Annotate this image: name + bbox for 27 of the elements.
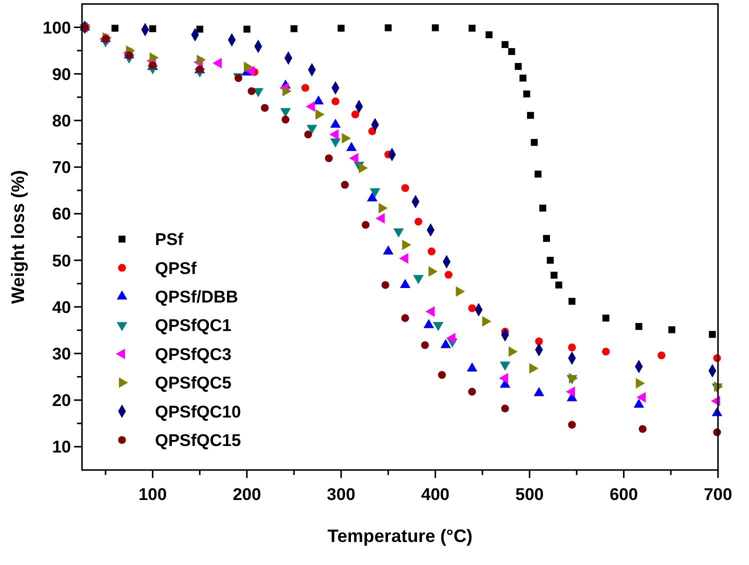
x-tick-label: 200 [232, 485, 262, 504]
legend-label: QPSfQC5 [155, 374, 232, 393]
y-tick-label: 20 [52, 391, 71, 410]
x-axis-title: Temperature (°C) [328, 526, 472, 546]
x-tick-label: 600 [610, 485, 638, 504]
y-tick-label: 50 [52, 251, 71, 270]
legend-label: QPSfQC1 [155, 316, 232, 336]
y-tick-label: 70 [52, 158, 71, 178]
legend-label: QPSfQC15 [155, 430, 241, 450]
x-tick-label: 700 [704, 485, 732, 504]
x-tick-label: 500 [515, 485, 544, 504]
y-tick-label: 10 [52, 438, 71, 457]
y-tick-label: 30 [52, 344, 71, 364]
y-tick-label: 80 [52, 111, 71, 130]
y-tick-label: 40 [52, 298, 71, 317]
y-tick-label: 60 [52, 204, 71, 224]
x-tick-label: 300 [326, 485, 356, 504]
y-axis-title: Weight loss (%) [8, 170, 28, 304]
legend-label: QPSf/DBB [155, 287, 238, 306]
y-tick-label: 100 [42, 18, 71, 38]
legend-label: QPSfQC10 [155, 402, 241, 422]
legend-label: PSf [155, 230, 184, 250]
x-tick-label: 100 [138, 485, 167, 504]
x-tick-label: 400 [421, 485, 450, 504]
y-tick-label: 90 [52, 64, 71, 84]
legend-label: QPSf [155, 258, 197, 278]
legend-label: QPSfQC3 [155, 344, 232, 364]
